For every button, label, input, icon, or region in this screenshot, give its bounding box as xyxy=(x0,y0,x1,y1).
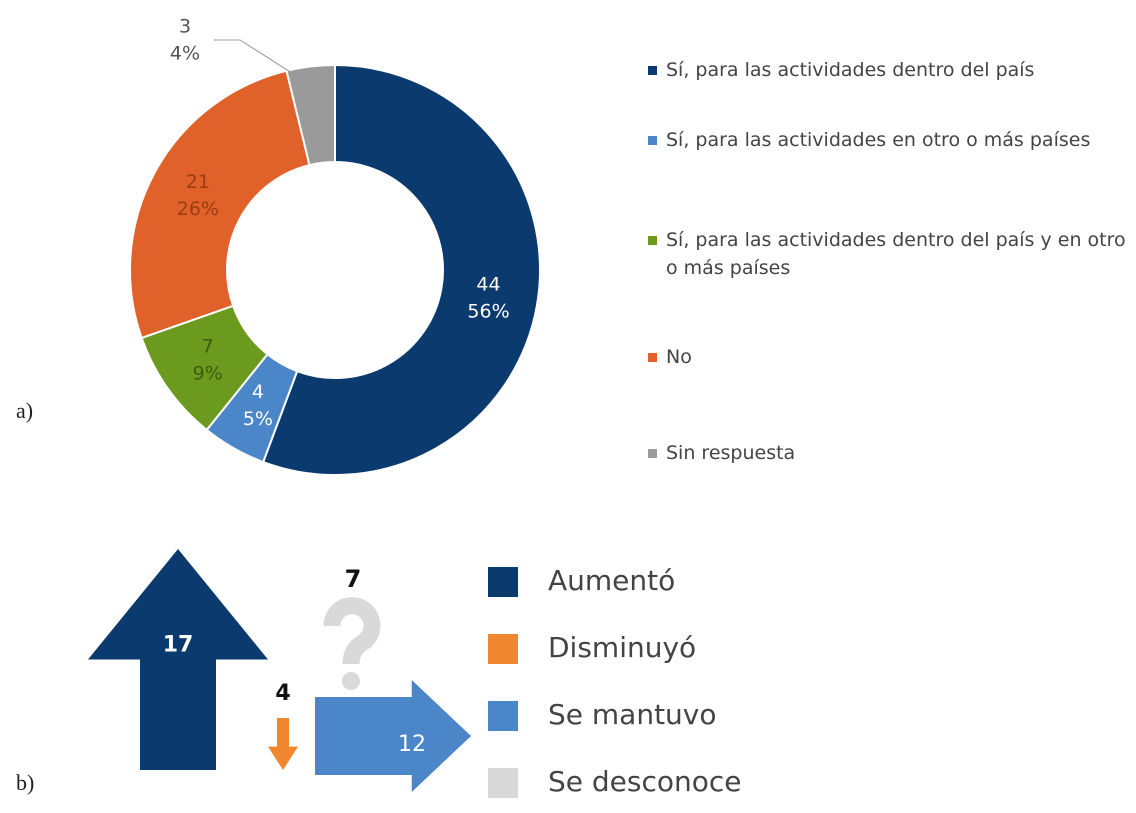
data-label: 5% xyxy=(243,408,273,430)
data-label: 4% xyxy=(170,43,200,65)
legend-swatch xyxy=(488,768,518,798)
data-label: 9% xyxy=(193,363,223,385)
legend-swatch xyxy=(648,66,657,75)
legend-item: Sin respuesta xyxy=(648,439,1131,467)
legend-label: Sin respuesta xyxy=(666,442,796,464)
legend-swatch xyxy=(648,236,657,245)
arrow-label: 17 xyxy=(163,633,194,658)
donut-slice xyxy=(261,63,541,476)
panel-label: a) xyxy=(16,398,33,423)
data-label: 56% xyxy=(467,300,509,322)
legend-item: Sí, para las actividades dentro del país xyxy=(648,56,1131,84)
question-mark-curve xyxy=(323,597,381,665)
legend-swatch xyxy=(488,701,518,731)
question-mark xyxy=(323,597,381,690)
legend-item: No xyxy=(648,343,1131,371)
legend-label: No xyxy=(666,346,692,368)
legend-swatch xyxy=(488,567,518,597)
legend-label: Sí, para las actividades dentro del país xyxy=(666,59,1035,81)
question-mark-dot xyxy=(342,672,360,690)
legend-label: Se mantuvo xyxy=(548,698,717,731)
arrow-up xyxy=(88,549,268,770)
legend-label: Sí, para las actividades en otro o más p… xyxy=(666,129,1091,151)
legend-swatch xyxy=(648,449,657,458)
data-label: 26% xyxy=(177,198,219,220)
arrow-label: 7 xyxy=(345,565,362,593)
arrow-label: 12 xyxy=(398,732,426,757)
data-label: 21 xyxy=(186,171,210,193)
arrow-right xyxy=(315,680,471,792)
donut-slice xyxy=(129,69,311,340)
donut-slice xyxy=(285,63,336,167)
data-label: 3 xyxy=(179,16,191,38)
data-label: 4 xyxy=(252,381,264,403)
legend-item: Sí, para las actividades dentro del país… xyxy=(648,226,1131,282)
arrow-label: 4 xyxy=(275,681,290,706)
legend-label: Sí, para las actividades dentro del país… xyxy=(666,229,1126,279)
legend-label: Disminuyó xyxy=(548,631,696,664)
legend-swatch xyxy=(648,136,657,145)
legend-swatch xyxy=(648,353,657,362)
data-label: 44 xyxy=(476,273,500,295)
arrow-down xyxy=(268,718,298,770)
data-label: 7 xyxy=(202,336,214,358)
legend-swatch xyxy=(488,634,518,664)
legend-item: Sí, para las actividades en otro o más p… xyxy=(648,126,1131,154)
legend-label: Aumentó xyxy=(548,564,675,597)
leader-line xyxy=(214,39,314,87)
legend-label: Se desconoce xyxy=(548,765,742,798)
panel-label: b) xyxy=(16,770,34,795)
